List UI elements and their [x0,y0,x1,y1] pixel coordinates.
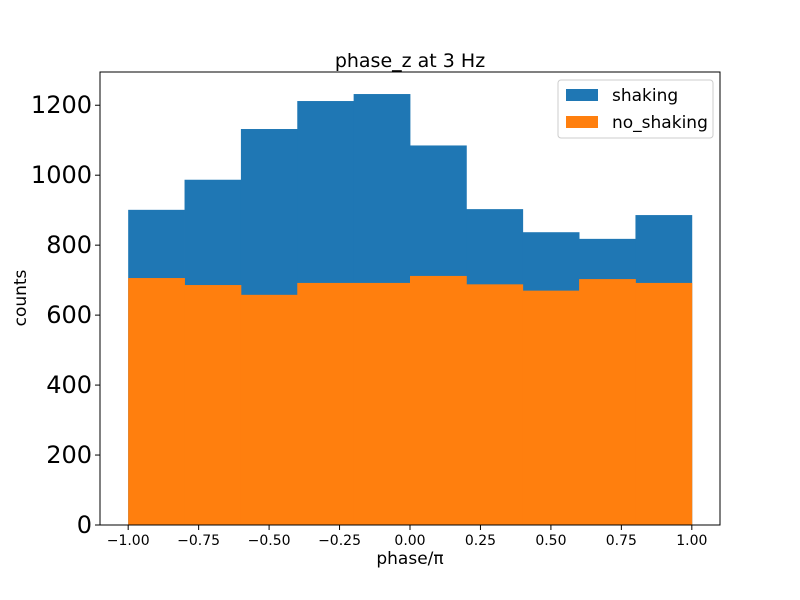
legend-label-shaking: shaking [612,86,678,106]
y-tick-label: 200 [46,441,92,469]
bar-no-shaking-0 [128,278,185,525]
x-tick-label: −0.25 [318,533,361,549]
y-tick-label: 1000 [31,161,92,189]
bar-no-shaking-4 [353,282,411,525]
bar-no-shaking-3 [297,282,355,525]
bar-no-shaking-7 [522,290,580,525]
legend: shaking no_shaking [557,79,714,139]
bar-no-shaking-8 [579,279,636,525]
x-tick-label: 0.50 [535,533,566,549]
y-tick-label: 0 [77,511,92,539]
y-axis-label: counts [11,269,31,326]
x-axis-label: phase/π [376,549,443,569]
bar-no-shaking-5 [410,275,467,525]
x-tick-label: 0.25 [465,533,496,549]
x-tick-label: −1.00 [107,533,150,549]
y-tick-label: 800 [46,231,92,259]
x-tick-label: 0.00 [394,533,425,549]
legend-swatch-shaking [566,89,598,101]
x-tick-label: 0.75 [606,533,637,549]
bar-no-shaking-9 [635,282,693,525]
y-tick-label: 600 [46,301,92,329]
x-tick-label: −0.50 [248,533,291,549]
y-axis-ticks: 0 200 400 600 800 1000 1200 [31,91,100,539]
x-axis-ticks: −1.00 −0.75 −0.50 −0.25 0.00 0.25 0.50 0.75 1.00 [107,525,707,549]
bar-no-shaking-6 [466,284,524,525]
bar-no-shaking-1 [184,285,242,525]
legend-swatch-no-shaking [566,116,598,128]
x-tick-label: −0.75 [177,533,220,549]
bars-group [128,94,693,526]
chart-title: phase_z at 3 Hz [335,50,485,72]
bar-no-shaking-2 [240,294,298,525]
legend-label-no-shaking: no_shaking [612,113,708,133]
y-tick-label: 400 [46,371,92,399]
x-tick-label: 1.00 [676,533,707,549]
y-tick-label: 1200 [31,91,92,119]
